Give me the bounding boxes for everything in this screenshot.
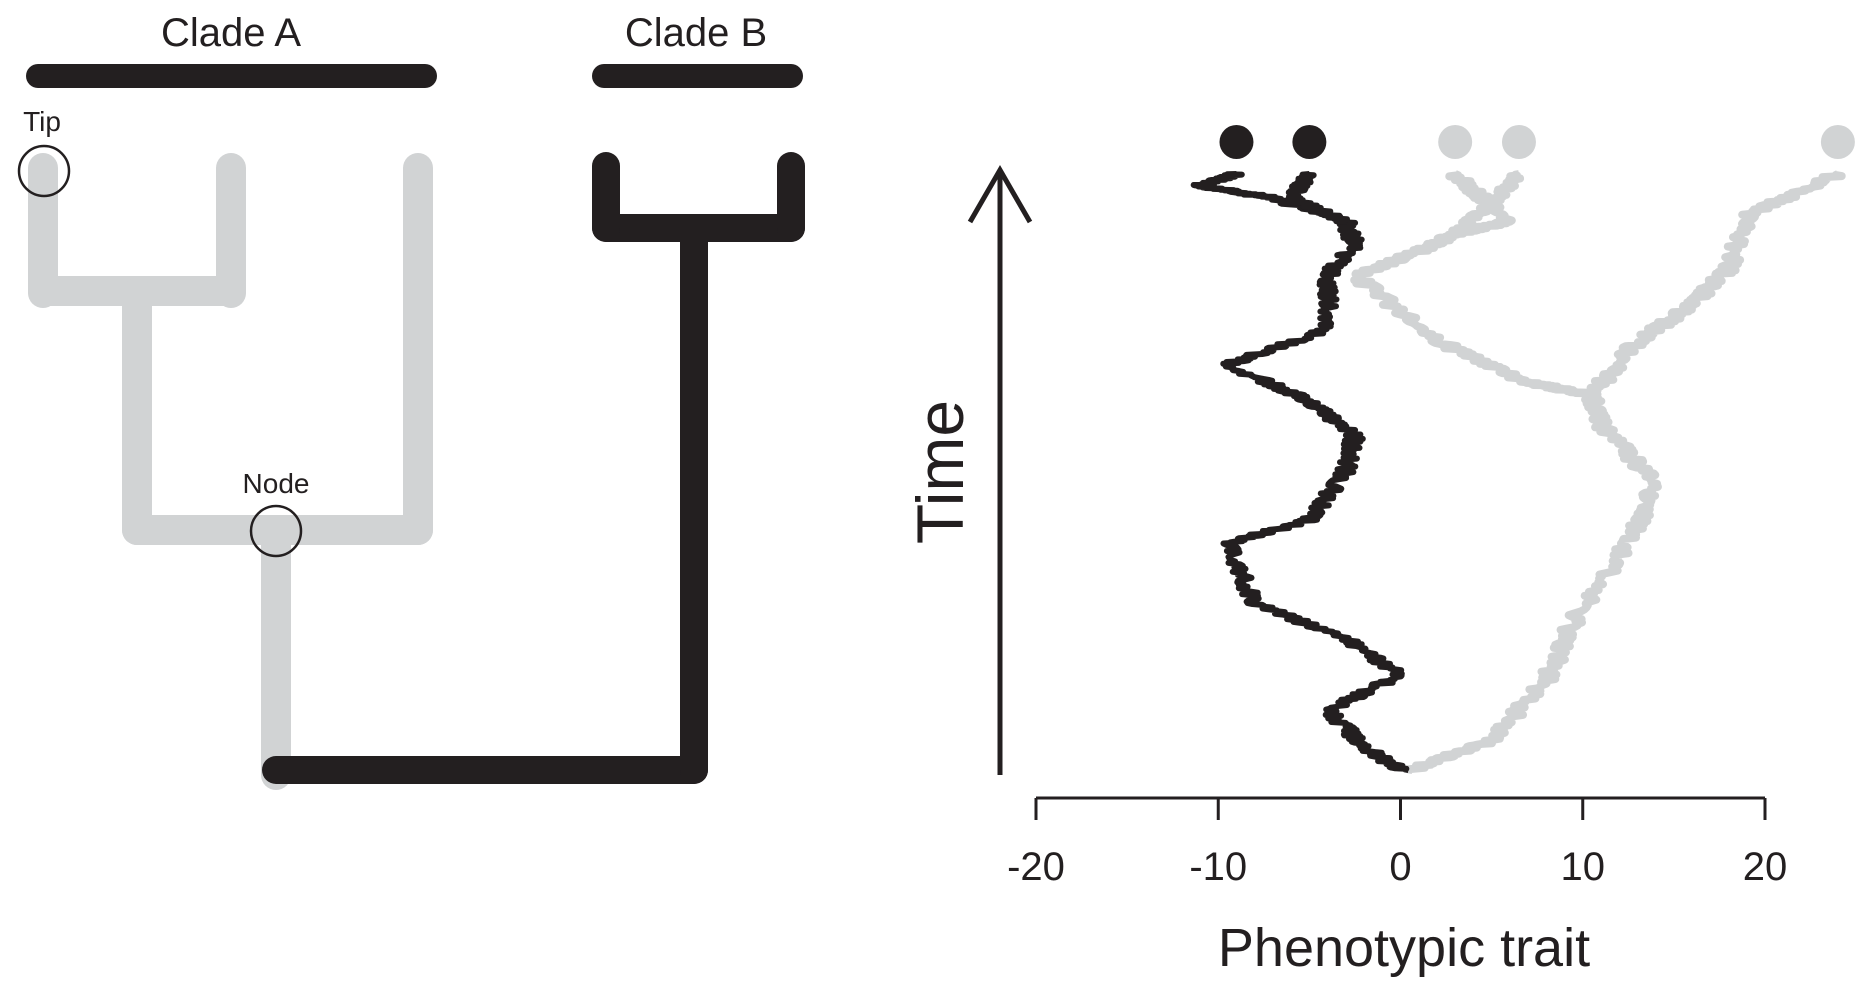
node-marker xyxy=(249,504,303,558)
clade-a-tip-2-trajectory xyxy=(1448,170,1525,238)
clade-b-branches xyxy=(262,152,805,784)
x-tick-label: 20 xyxy=(1743,845,1788,889)
clade-a-label: Clade A xyxy=(161,11,301,55)
clade-b-tip-2-trajectory xyxy=(1285,171,1350,225)
clade-a-trajectories xyxy=(1350,170,1846,774)
tip-label: Tip xyxy=(23,106,61,137)
clade-a-tip-1-trajectory xyxy=(1350,170,1600,399)
time-arrow-head xyxy=(967,164,1033,224)
tip-value-dot xyxy=(1438,125,1473,159)
clade-a-branches xyxy=(28,153,433,790)
tip-value-dot xyxy=(1501,125,1536,159)
x-axis: -20 -10 0 10 20 Phenotypic trait xyxy=(1007,796,1787,978)
phylogenetic-tree: Clade A Clade B Tip Node xyxy=(17,11,805,790)
x-axis-label: Phenotypic trait xyxy=(1218,918,1590,978)
x-tick-label: 10 xyxy=(1561,845,1606,889)
node-label: Node xyxy=(243,468,310,499)
clade-b-label: Clade B xyxy=(625,11,767,55)
clade-b-stem-trajectory xyxy=(1220,218,1410,773)
y-axis-label: Time xyxy=(903,400,977,544)
clade-a-stem-trajectory xyxy=(1404,170,1846,774)
trait-plot: Time -20 -10 0 10 20 Phenotypic trait xyxy=(903,125,1855,978)
tip-value-dots xyxy=(1219,125,1855,159)
tip-value-dot xyxy=(1820,125,1855,159)
tip-value-dot xyxy=(1219,125,1254,159)
tip-marker xyxy=(17,144,71,198)
x-axis-ticks: -20 -10 0 10 20 xyxy=(1007,798,1787,889)
x-tick-label: -20 xyxy=(1007,845,1065,889)
tip-value-dot xyxy=(1292,125,1327,159)
x-tick-label: 0 xyxy=(1389,845,1411,889)
clade-b-trajectories xyxy=(1190,171,1410,773)
x-tick-label: -10 xyxy=(1189,845,1247,889)
